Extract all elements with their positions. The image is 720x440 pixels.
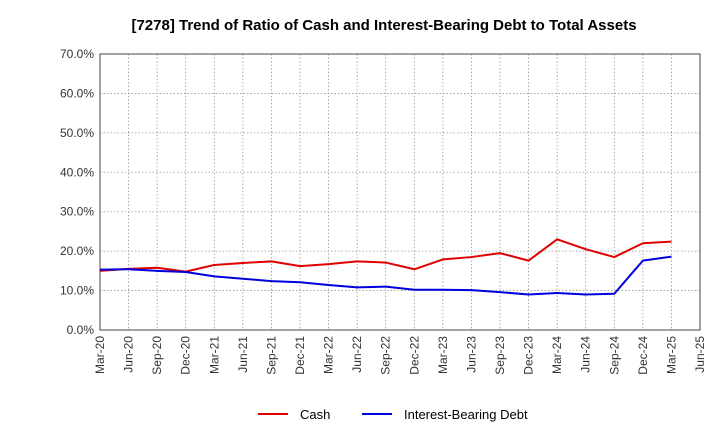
series-line-interest-bearing-debt [99, 255, 672, 296]
legend-label-debt: Interest-Bearing Debt [404, 407, 528, 422]
x-tick-label: Mar-23 [436, 336, 450, 374]
x-tick-label: Mar-21 [207, 336, 221, 374]
plot-area: 0.0% 10.0% 20.0% 30.0% 40.0% 50.0% 60.0% 70.0% M… [60, 47, 707, 375]
x-tick-label: Mar-25 [664, 336, 678, 374]
x-tick-label: Dec-20 [179, 336, 193, 375]
y-tick-label: 10.0% [60, 284, 94, 298]
x-tick-label: Sep-23 [493, 336, 507, 375]
legend-label-cash: Cash [300, 407, 330, 422]
x-tick-label: Mar-22 [322, 336, 336, 374]
y-tick-label: 70.0% [60, 47, 94, 61]
chart-title: [7278] Trend of Ratio of Cash and Intere… [131, 17, 636, 34]
x-tick-label: Jun-20 [122, 336, 136, 373]
x-tick-label: Jun-25 [693, 336, 707, 373]
y-tick-label: 40.0% [60, 165, 94, 179]
x-tick-label: Mar-24 [550, 336, 564, 374]
x-tick-label: Mar-20 [93, 336, 107, 374]
x-tick-label: Sep-21 [264, 336, 278, 375]
x-tick-label: Jun-22 [350, 336, 364, 373]
x-tick-label: Dec-21 [293, 336, 307, 375]
y-tick-label: 60.0% [60, 86, 94, 100]
series-line-cash [99, 238, 672, 273]
plot-frame [99, 53, 701, 331]
y-tick-label: 20.0% [60, 244, 94, 258]
x-tick-label: Sep-24 [607, 336, 621, 375]
x-tick-label: Jun-23 [464, 336, 478, 373]
y-tick-label: 0.0% [67, 323, 95, 337]
x-tick-label: Dec-22 [407, 336, 421, 375]
x-tick-label: Dec-23 [522, 336, 536, 375]
y-tick-label: 30.0% [60, 205, 94, 219]
legend: Cash Interest-Bearing Debt [258, 407, 528, 422]
x-tick-label: Jun-24 [579, 336, 593, 373]
x-tick-label: Dec-24 [636, 336, 650, 375]
x-tick-label: Sep-20 [150, 336, 164, 375]
x-tick-label: Jun-21 [236, 336, 250, 373]
x-tick-label: Sep-22 [379, 336, 393, 375]
y-tick-label: 50.0% [60, 126, 94, 140]
